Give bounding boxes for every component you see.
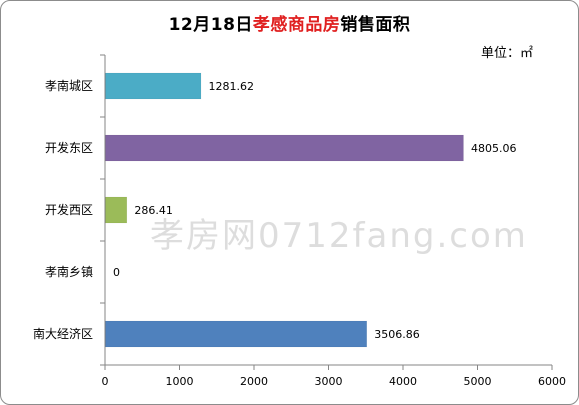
category-label: 开发东区 bbox=[45, 140, 93, 155]
category-label: 南大经济区 bbox=[33, 326, 93, 341]
title-highlight: 孝感商品房 bbox=[252, 15, 341, 35]
value-label: 286.41 bbox=[134, 204, 173, 217]
x-tick-label: 2000 bbox=[240, 375, 268, 388]
value-label: 0 bbox=[113, 266, 120, 279]
chart-title: 12月18日孝感商品房销售面积 bbox=[0, 10, 579, 35]
bar bbox=[105, 320, 368, 348]
bar bbox=[105, 72, 202, 100]
title-suffix: 销售面积 bbox=[340, 15, 411, 35]
category-label: 孝南乡镇 bbox=[45, 264, 93, 279]
x-tick-label: 0 bbox=[102, 375, 109, 388]
category-label: 孝南城区 bbox=[45, 78, 93, 93]
x-tick-label: 1000 bbox=[166, 375, 194, 388]
bar bbox=[105, 196, 128, 224]
x-tick-label: 3000 bbox=[315, 375, 343, 388]
x-tick-label: 6000 bbox=[538, 375, 566, 388]
x-tick-label: 5000 bbox=[464, 375, 492, 388]
x-tick-label: 4000 bbox=[389, 375, 417, 388]
title-prefix: 12月18日 bbox=[168, 15, 253, 35]
category-label: 开发西区 bbox=[45, 202, 93, 217]
watermark: 孝房网0712fang.com bbox=[150, 216, 528, 256]
bar bbox=[105, 134, 464, 162]
value-label: 1281.62 bbox=[208, 80, 254, 93]
value-label: 3506.86 bbox=[374, 328, 420, 341]
unit-label: 单位：㎡ bbox=[480, 46, 533, 61]
value-label: 4805.06 bbox=[471, 142, 516, 155]
